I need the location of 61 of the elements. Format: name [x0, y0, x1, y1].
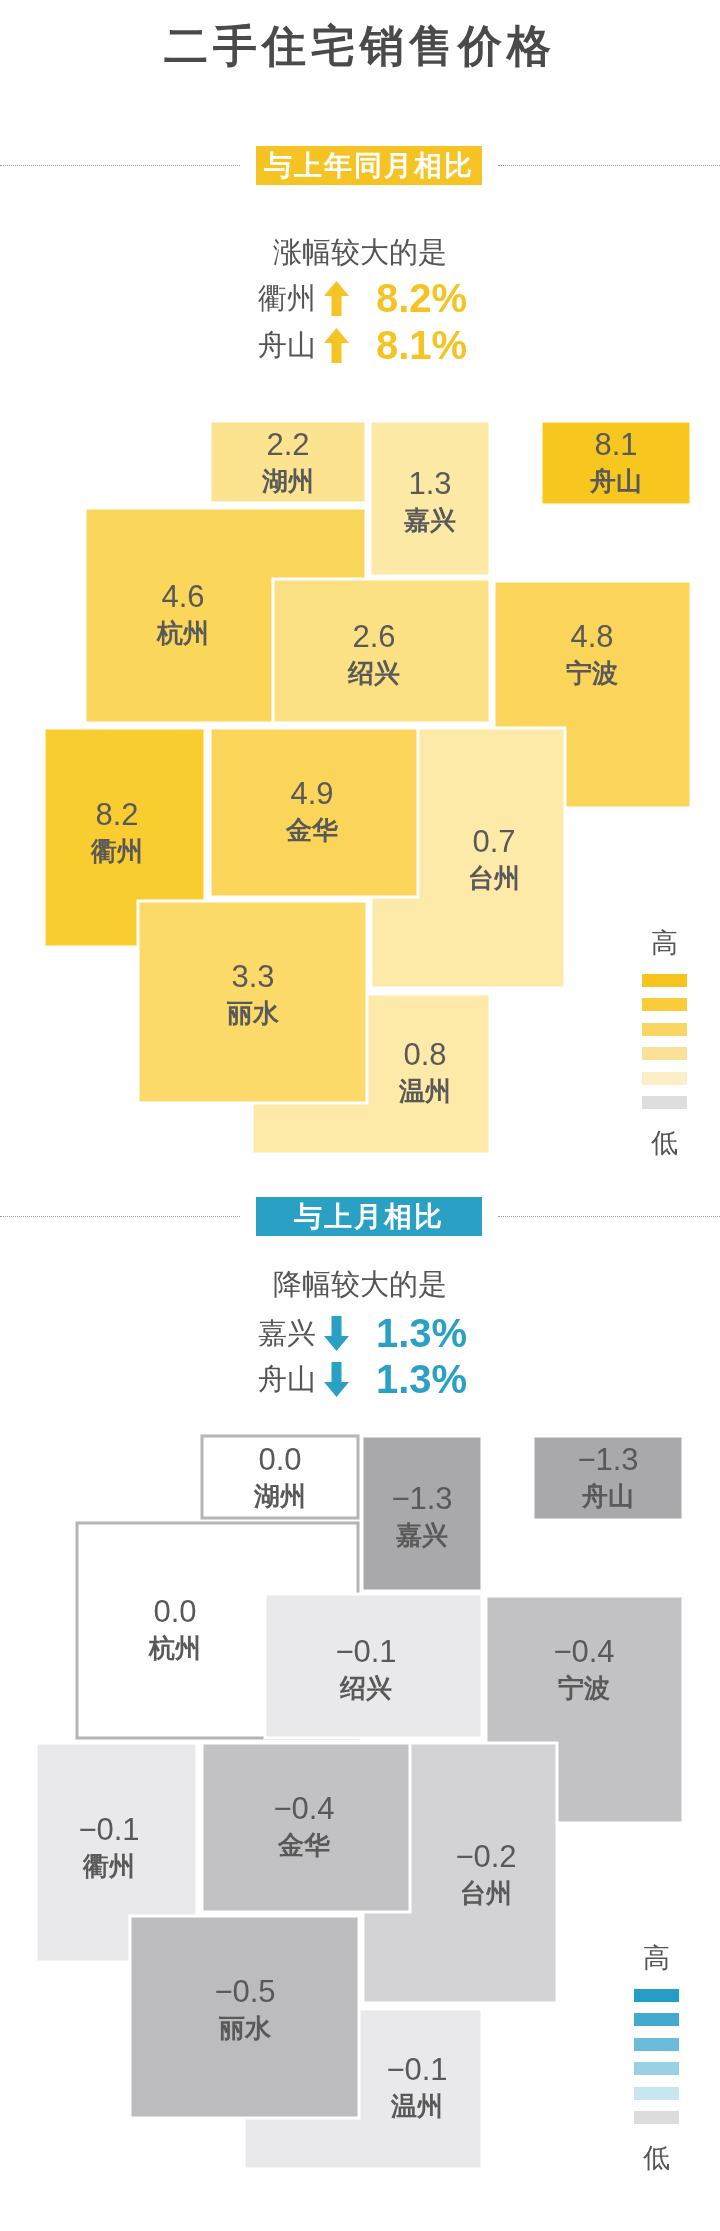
data-label: 8.1: [594, 427, 638, 462]
category-label: 嘉兴: [404, 505, 456, 535]
data-label: −1.3: [391, 1481, 453, 1516]
category-label: 绍兴: [339, 1673, 392, 1703]
category-label: 台州: [468, 863, 520, 893]
category-label: 金华: [277, 1830, 330, 1860]
category-label: 湖州: [261, 466, 314, 496]
category-label: 丽水: [218, 2013, 272, 2043]
category-label: 宁波: [566, 658, 618, 688]
category-label: 舟山: [581, 1481, 634, 1511]
data-label: 4.6: [161, 579, 205, 614]
category-label: 衢州: [90, 836, 143, 866]
category-label: 金华: [285, 815, 338, 845]
text: 8.1%: [376, 322, 468, 368]
text: 二手住宅销售价格: [163, 20, 557, 72]
text: 涨幅较大的是: [272, 235, 448, 270]
text: 与上月相比: [256, 1196, 482, 1236]
data-label: 3.3: [231, 959, 275, 994]
data-label: −0.4: [553, 1634, 615, 1669]
data-label: 0.8: [403, 1037, 447, 1072]
data-label: 0.0: [258, 1442, 302, 1477]
category-label: 杭州: [148, 1633, 201, 1663]
text: 与上年同月相比: [256, 145, 482, 185]
category-label: 温州: [398, 1076, 451, 1106]
text: 低: [649, 1127, 679, 1160]
category-label: 嘉兴: [396, 1520, 448, 1550]
text: 降幅较大的是: [272, 1267, 448, 1302]
text: 高: [649, 927, 679, 960]
category-label: 温州: [390, 2091, 443, 2121]
data-label: 2.2: [266, 427, 310, 462]
data-label: −0.4: [273, 1791, 335, 1826]
text: 1.3%: [376, 1310, 468, 1356]
data-label: −0.2: [455, 1839, 517, 1874]
data-label: −0.5: [214, 1974, 276, 2009]
data-label: −0.1: [335, 1634, 397, 1669]
text: 高: [641, 1942, 671, 1975]
category-label: 舟山: [589, 466, 642, 496]
text: 嘉兴: [257, 1316, 316, 1351]
data-label: 2.6: [352, 619, 396, 654]
text: 1.3%: [376, 1356, 468, 1402]
category-label: 宁波: [558, 1673, 610, 1703]
text: 舟山: [257, 328, 316, 363]
text: 舟山: [257, 1362, 316, 1397]
category-label: 丽水: [226, 998, 280, 1028]
data-label: −0.1: [386, 2052, 448, 2087]
category-label: 湖州: [253, 1481, 306, 1511]
data-label: −1.3: [577, 1442, 639, 1477]
data-label: 0.7: [472, 824, 516, 859]
data-label: 1.3: [408, 466, 452, 501]
data-label: 4.8: [570, 619, 614, 654]
text: 低: [641, 2142, 671, 2175]
category-label: 杭州: [156, 618, 209, 648]
data-label: 4.9: [290, 776, 334, 811]
text: 衢州: [257, 281, 316, 316]
data-label: −0.1: [78, 1812, 140, 1847]
data-label: 8.2: [95, 797, 139, 832]
category-label: 台州: [460, 1878, 512, 1908]
text: 8.2%: [376, 275, 468, 321]
category-label: 绍兴: [347, 658, 400, 688]
category-label: 衢州: [82, 1851, 135, 1881]
data-label: 0.0: [153, 1594, 197, 1629]
